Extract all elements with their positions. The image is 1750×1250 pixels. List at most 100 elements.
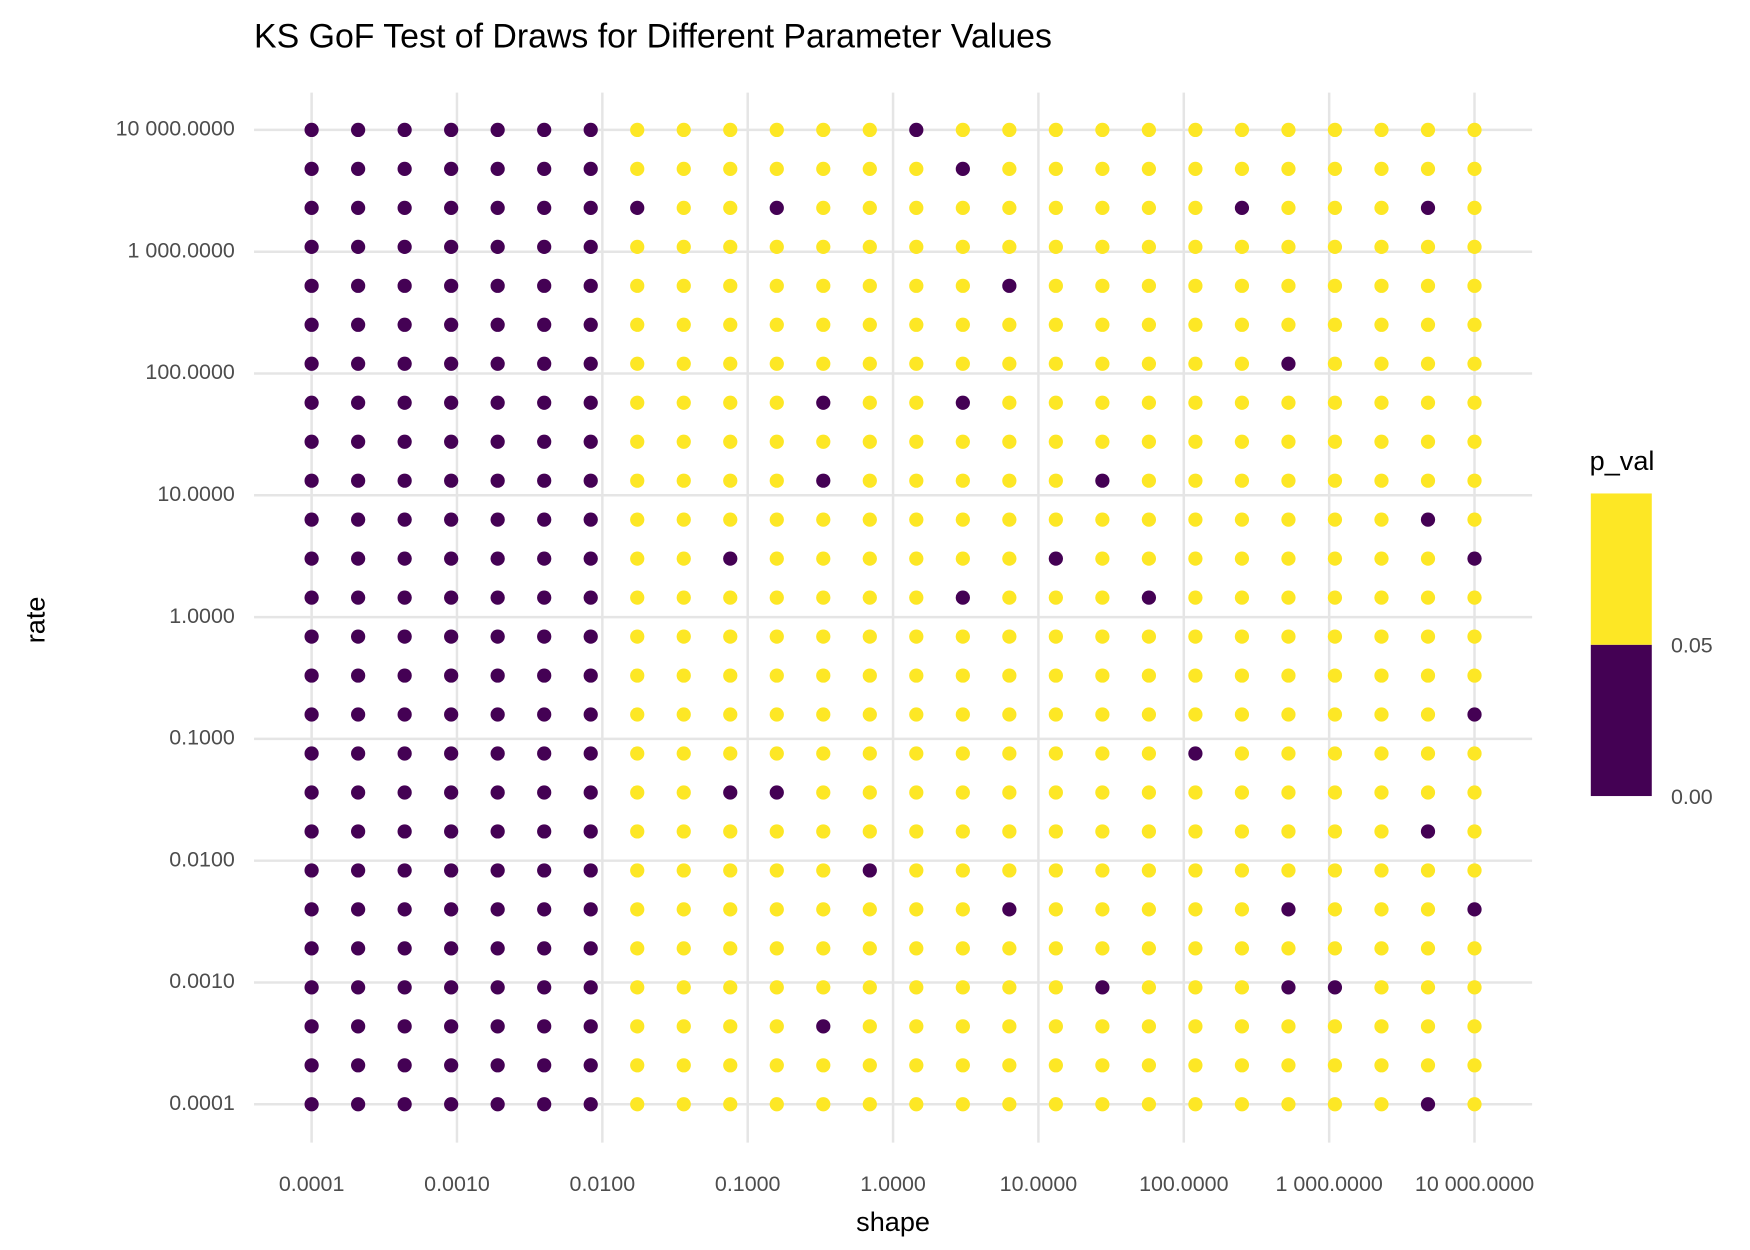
point bbox=[1467, 200, 1482, 215]
point bbox=[583, 434, 598, 449]
point bbox=[444, 863, 459, 878]
point bbox=[490, 746, 505, 761]
point bbox=[1002, 239, 1017, 254]
point bbox=[1095, 473, 1110, 488]
point bbox=[1281, 1058, 1296, 1073]
point bbox=[537, 1019, 552, 1034]
point bbox=[723, 746, 738, 761]
point bbox=[1374, 590, 1389, 605]
point bbox=[955, 200, 970, 215]
point bbox=[490, 863, 505, 878]
point bbox=[1002, 551, 1017, 566]
point bbox=[909, 668, 924, 683]
point bbox=[490, 1097, 505, 1112]
point bbox=[304, 668, 319, 683]
point bbox=[1374, 1097, 1389, 1112]
point bbox=[1048, 356, 1063, 371]
point bbox=[955, 707, 970, 722]
legend-title: p_val bbox=[1590, 445, 1655, 476]
point bbox=[1327, 122, 1343, 138]
point bbox=[769, 1019, 784, 1034]
point bbox=[397, 590, 412, 605]
point bbox=[490, 239, 505, 254]
point bbox=[1095, 317, 1110, 332]
point bbox=[723, 395, 738, 410]
point bbox=[1374, 161, 1389, 177]
x-tick-label: 10 000.0000 bbox=[1415, 1172, 1534, 1196]
y-tick-label: 0.0100 bbox=[169, 847, 235, 871]
point bbox=[862, 434, 877, 449]
point bbox=[676, 1058, 691, 1073]
point bbox=[1188, 434, 1203, 449]
point bbox=[769, 980, 784, 995]
point bbox=[862, 824, 877, 839]
point bbox=[1234, 707, 1250, 722]
point bbox=[1467, 395, 1482, 410]
point bbox=[676, 590, 691, 605]
point bbox=[630, 1019, 645, 1034]
point bbox=[1234, 668, 1250, 683]
point bbox=[676, 278, 691, 293]
point bbox=[1002, 317, 1017, 332]
point bbox=[723, 668, 738, 683]
point bbox=[1048, 512, 1063, 527]
point bbox=[583, 980, 598, 995]
point bbox=[397, 200, 412, 215]
point bbox=[816, 1019, 831, 1034]
point bbox=[1188, 473, 1203, 488]
point bbox=[676, 356, 691, 371]
x-tick-label: 10.0000 bbox=[1000, 1172, 1078, 1196]
point bbox=[1420, 785, 1436, 800]
point bbox=[1095, 980, 1110, 995]
point bbox=[769, 941, 784, 956]
point bbox=[1374, 239, 1389, 254]
point bbox=[1234, 824, 1250, 839]
point bbox=[1234, 1058, 1250, 1073]
point bbox=[1095, 785, 1110, 800]
point bbox=[1002, 1019, 1017, 1034]
point bbox=[676, 551, 691, 566]
point bbox=[1467, 122, 1482, 138]
point bbox=[444, 902, 459, 917]
point bbox=[909, 824, 924, 839]
point bbox=[769, 395, 784, 410]
point bbox=[1048, 239, 1063, 254]
point bbox=[1095, 1019, 1110, 1034]
point bbox=[955, 473, 970, 488]
point bbox=[1467, 590, 1482, 605]
point bbox=[537, 395, 552, 410]
point bbox=[490, 473, 505, 488]
point bbox=[444, 629, 459, 644]
point bbox=[816, 785, 831, 800]
point bbox=[630, 941, 645, 956]
point bbox=[1095, 356, 1110, 371]
point bbox=[816, 707, 831, 722]
point bbox=[397, 161, 412, 177]
point bbox=[351, 746, 366, 761]
y-tick-label: 1 000.0000 bbox=[128, 238, 235, 262]
point bbox=[1095, 434, 1110, 449]
point bbox=[397, 356, 412, 371]
point bbox=[304, 1058, 319, 1073]
point bbox=[537, 1097, 552, 1112]
point bbox=[1188, 512, 1203, 527]
point bbox=[955, 278, 970, 293]
point bbox=[1281, 863, 1296, 878]
point bbox=[351, 317, 366, 332]
point bbox=[444, 1058, 459, 1073]
point bbox=[490, 902, 505, 917]
point bbox=[1048, 863, 1063, 878]
point bbox=[955, 356, 970, 371]
point bbox=[1467, 902, 1482, 917]
point bbox=[909, 239, 924, 254]
point bbox=[723, 356, 738, 371]
point bbox=[909, 356, 924, 371]
point bbox=[583, 512, 598, 527]
point bbox=[1141, 941, 1157, 956]
point bbox=[1141, 317, 1157, 332]
point bbox=[1048, 668, 1063, 683]
point bbox=[955, 590, 970, 605]
x-tick-label: 0.0100 bbox=[570, 1172, 636, 1196]
point bbox=[444, 707, 459, 722]
point bbox=[1467, 512, 1482, 527]
